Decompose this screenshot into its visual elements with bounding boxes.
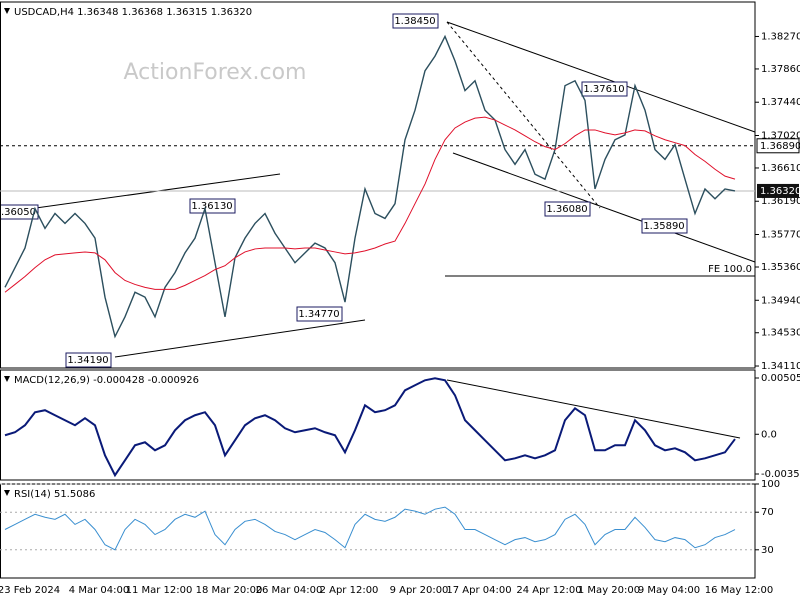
y-tick-label: 1.35360 — [761, 262, 800, 273]
title-marker — [4, 8, 10, 14]
level-box — [756, 138, 800, 154]
y-tick-label: 1.34530 — [761, 328, 800, 339]
price-label: 1.34770 — [298, 309, 339, 320]
panel-title: RSI(14) 51.5086 — [14, 489, 95, 500]
y-tick-label: 1.37860 — [761, 64, 800, 75]
panel-title: USDCAD,H4 1.36348 1.36368 1.36315 1.3632… — [14, 7, 252, 18]
label-box — [581, 81, 628, 97]
price-label: 1.34190 — [67, 355, 108, 366]
label-box — [392, 13, 439, 29]
label-box — [0, 204, 39, 220]
macd-trend-line — [446, 379, 741, 439]
title-marker — [4, 376, 10, 382]
y-tick-label: 1.37440 — [761, 97, 800, 108]
x-tick-label: 17 Apr 04:00 — [446, 585, 511, 596]
y-tick-label: 100 — [761, 479, 780, 490]
label-box — [189, 198, 236, 214]
x-tick-label: 4 Mar 04:00 — [69, 585, 129, 596]
last-price-label: 1.36320 — [760, 186, 800, 197]
x-tick-label: 9 Apr 20:00 — [390, 585, 449, 596]
x-tick-label: 16 May 12:00 — [705, 585, 774, 596]
y-tick-label: 1.34110 — [761, 361, 800, 372]
trend-line — [446, 21, 756, 133]
y-tick-label: 70 — [761, 507, 774, 518]
price-label: 1.36130 — [191, 201, 232, 212]
last-price-box — [757, 183, 799, 198]
series-line — [4, 34, 736, 339]
y-tick-label: 30 — [761, 545, 774, 556]
y-tick-label: 1.36190 — [761, 196, 800, 207]
y-tick-label: 1.38270 — [761, 31, 800, 42]
x-tick-label: 26 Mar 04:00 — [256, 585, 323, 596]
series-line — [4, 506, 736, 551]
trend-line — [452, 152, 756, 263]
y-tick-label: 1.37020 — [761, 130, 800, 141]
y-tick-label: 1.35770 — [761, 230, 800, 241]
panel-frame — [0, 369, 756, 481]
price-labels: 1.38450 1.37610 1.36130 1.36080 1.35890 … — [0, 13, 688, 368]
trend-line — [446, 21, 601, 209]
fe-label: FE 100.0 — [708, 264, 752, 275]
price-label: 1.35890 — [643, 221, 684, 232]
x-tick-label: 2 Apr 12:00 — [320, 585, 379, 596]
x-tick-label: 24 Apr 12:00 — [516, 585, 581, 596]
y-tick-label: -0.003569 — [761, 469, 800, 480]
label-box — [641, 218, 688, 234]
series-line — [4, 116, 736, 293]
trend-line — [0, 173, 281, 214]
y-tick-label: 1.36610 — [761, 163, 800, 174]
level-label: 1.36890 — [760, 141, 800, 152]
watermark: ActionForex.com — [124, 60, 307, 85]
title-marker — [4, 490, 10, 496]
y-tick-label: 1.34940 — [761, 295, 800, 306]
price-label: 1.38450 — [394, 16, 435, 27]
panel-title: MACD(12,26,9) -0.000428 -0.000926 — [14, 375, 199, 386]
x-tick-label: 23 Feb 2024 — [0, 585, 60, 596]
x-tick-label: 9 May 04:00 — [638, 585, 700, 596]
price-label: 1.36080 — [546, 204, 587, 215]
panel-frame — [0, 483, 756, 579]
y-tick-label: 0.005054 — [761, 373, 800, 384]
x-tick-label: 1 May 20:00 — [578, 585, 640, 596]
price-label: 1.36050 — [0, 207, 36, 218]
label-box — [65, 352, 112, 368]
x-tick-label: 11 Mar 12:00 — [126, 585, 193, 596]
trend-line — [114, 319, 366, 358]
y-tick-label: 0.0 — [761, 429, 777, 440]
label-box — [544, 201, 591, 217]
panel-frame — [0, 1, 756, 369]
series-line — [4, 377, 736, 478]
x-tick-label: 18 Mar 20:00 — [196, 585, 263, 596]
price-label: 1.37610 — [583, 84, 624, 95]
label-box — [296, 306, 343, 322]
